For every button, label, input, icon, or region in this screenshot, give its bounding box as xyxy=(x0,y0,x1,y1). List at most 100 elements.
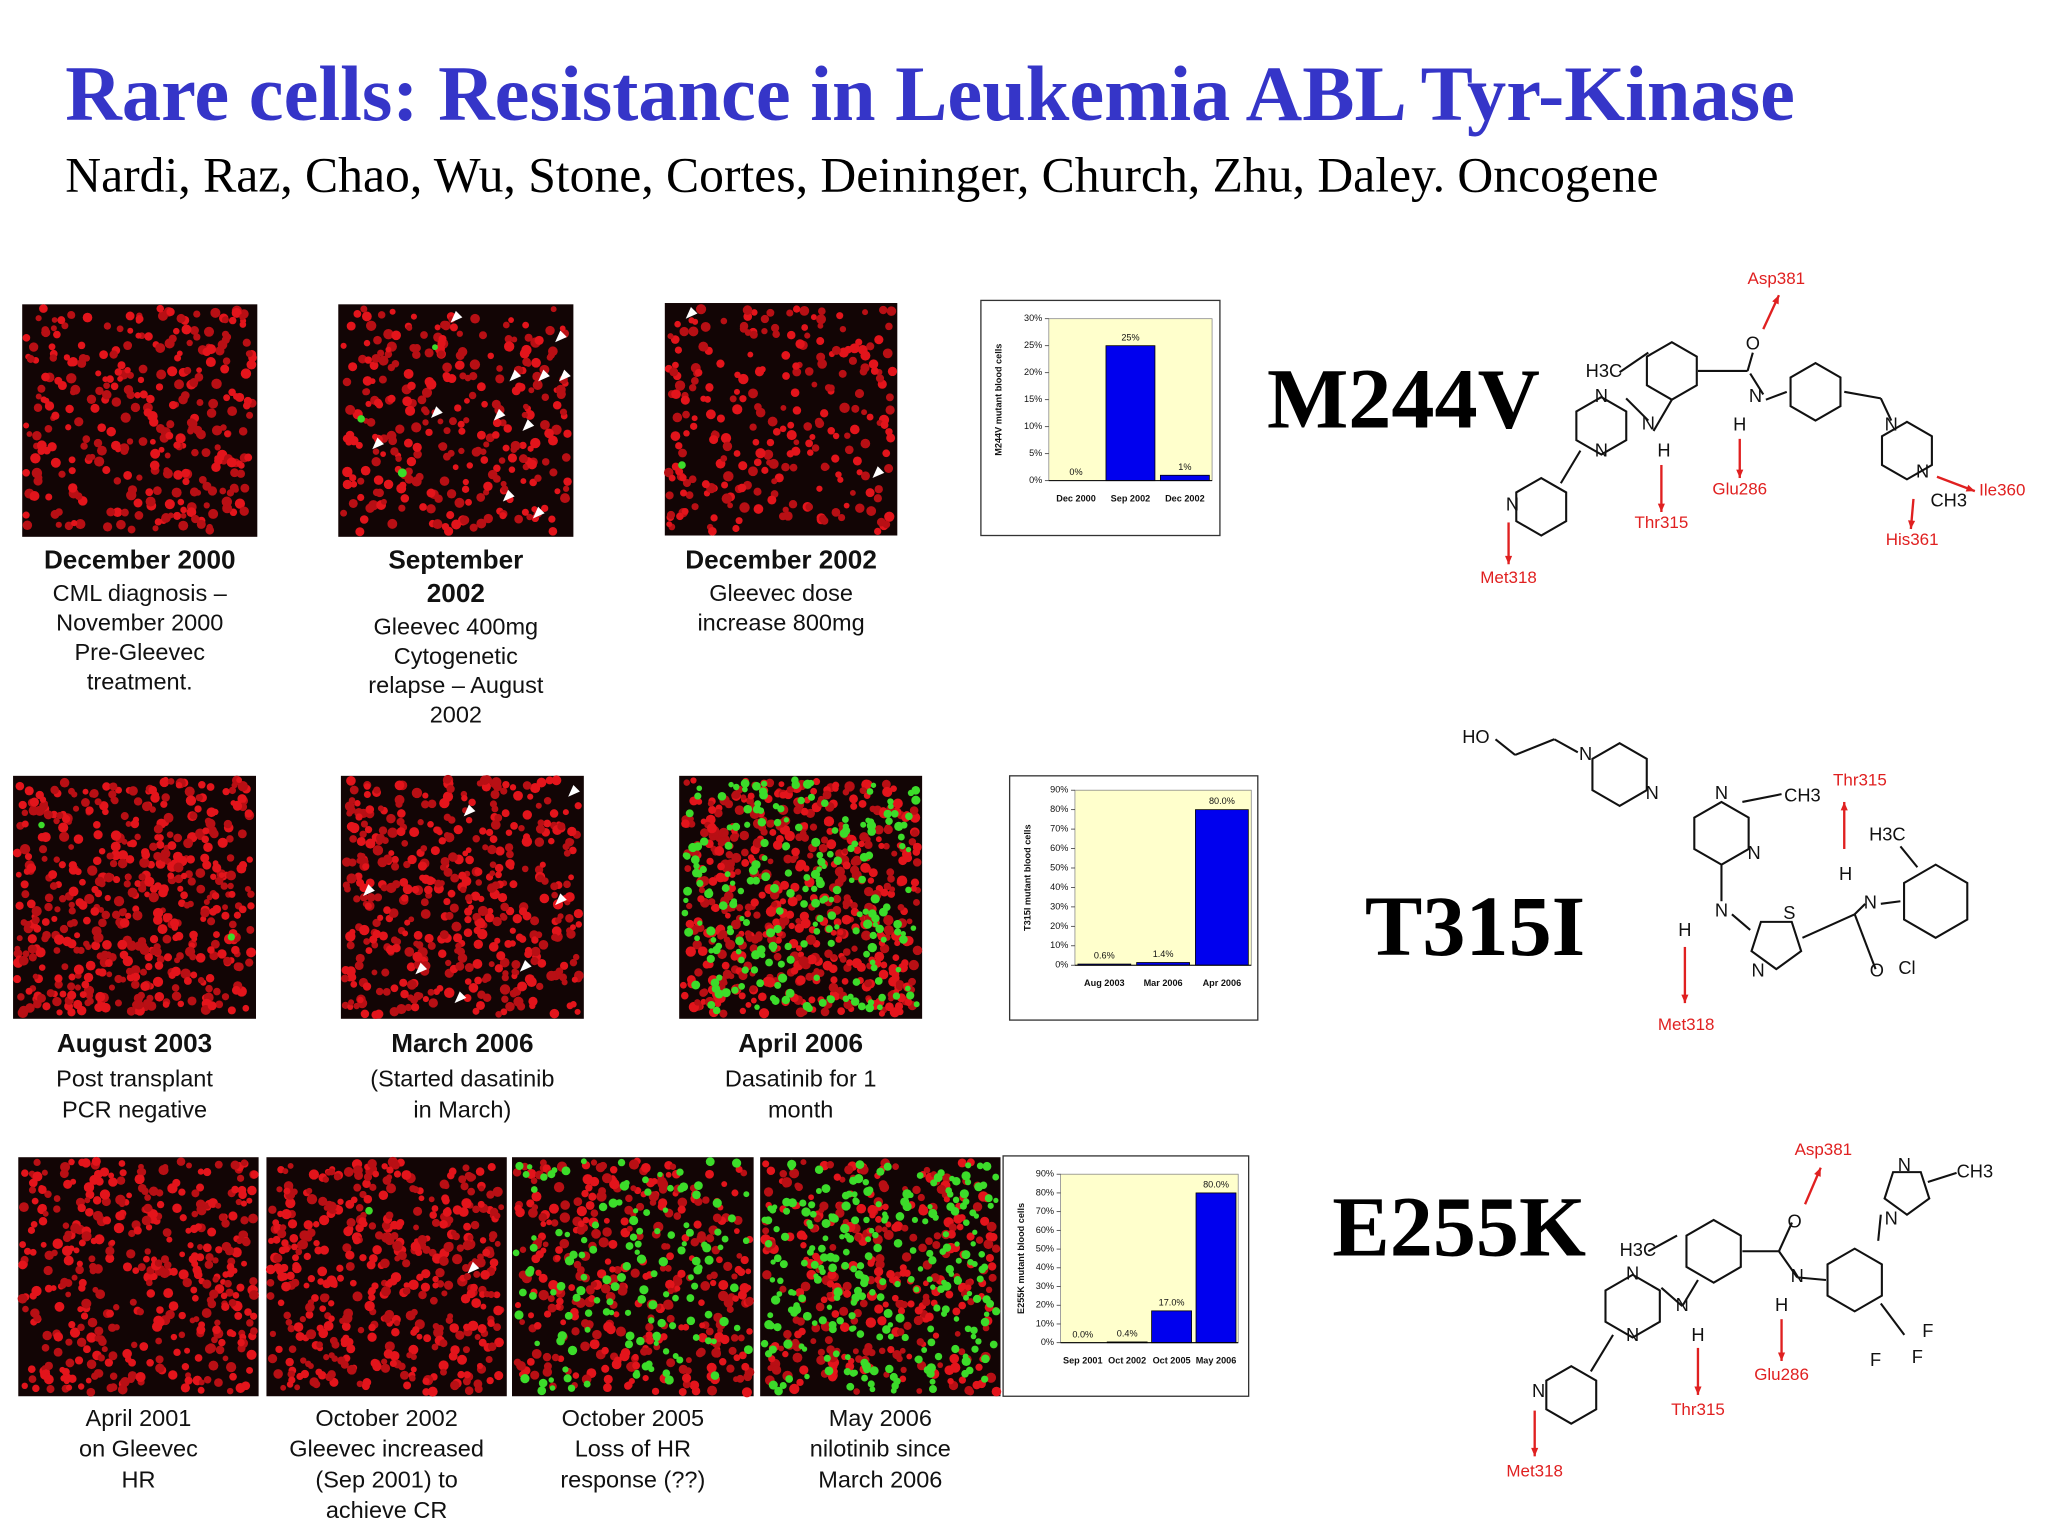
subtitle: Nardi, Raz, Chao, Wu, Stone, Cortes, Dei… xyxy=(65,148,1658,203)
cell xyxy=(77,1203,86,1213)
cell xyxy=(156,1200,165,1209)
cell-green xyxy=(793,1302,800,1309)
cell xyxy=(103,382,110,390)
cell xyxy=(792,305,801,313)
cell xyxy=(246,926,255,934)
cell xyxy=(143,999,151,1007)
cell xyxy=(106,507,116,517)
cell xyxy=(85,1190,95,1200)
cell xyxy=(41,1344,50,1352)
cell xyxy=(400,989,409,999)
cell xyxy=(750,898,759,907)
cell xyxy=(422,792,429,799)
cell xyxy=(249,1290,259,1300)
cell xyxy=(832,894,842,904)
bond xyxy=(1652,399,1673,432)
cell xyxy=(381,1286,392,1297)
cell xyxy=(129,1298,137,1306)
cell xyxy=(816,969,825,978)
cell xyxy=(103,322,112,330)
cell xyxy=(526,976,537,987)
cell xyxy=(812,778,821,786)
cell xyxy=(786,330,796,340)
cell xyxy=(102,1216,112,1225)
cell-green xyxy=(681,909,689,917)
cell xyxy=(837,873,847,883)
cell xyxy=(792,367,802,377)
cell xyxy=(207,1001,217,1011)
cell xyxy=(116,1176,126,1185)
cell xyxy=(381,498,387,505)
cell xyxy=(289,1233,299,1243)
cell xyxy=(359,924,370,936)
cell xyxy=(666,1314,675,1323)
cell-green xyxy=(971,1260,978,1268)
cell xyxy=(896,1355,903,1363)
cell xyxy=(846,959,854,967)
cell xyxy=(154,961,164,970)
cell xyxy=(37,384,46,393)
cell xyxy=(348,858,357,867)
cell xyxy=(937,1362,944,1369)
cell xyxy=(191,514,200,524)
cell xyxy=(943,1196,950,1203)
cell xyxy=(86,1359,97,1370)
cell xyxy=(730,952,739,961)
cell xyxy=(44,1190,52,1199)
cell xyxy=(406,962,416,972)
cell xyxy=(406,456,417,467)
cell xyxy=(83,1182,95,1193)
cell xyxy=(117,361,126,370)
cell xyxy=(672,412,683,423)
cell xyxy=(446,784,455,794)
cell xyxy=(63,1378,70,1385)
cell xyxy=(849,794,858,804)
cell xyxy=(348,999,355,1006)
cell xyxy=(83,1345,91,1354)
cell-green xyxy=(756,945,766,954)
cell xyxy=(162,1163,169,1171)
cell xyxy=(816,337,825,346)
ring xyxy=(1750,920,1803,971)
cell-green xyxy=(828,1213,834,1219)
cell xyxy=(748,466,758,477)
cell xyxy=(97,1354,105,1362)
caption-title: March 2006 xyxy=(391,1028,533,1058)
cell-green xyxy=(602,1308,611,1316)
cell xyxy=(721,481,729,489)
cell xyxy=(498,1204,505,1211)
cell xyxy=(364,1300,375,1312)
cell-green xyxy=(824,1366,834,1376)
cell xyxy=(180,872,188,880)
atom-label: N xyxy=(1676,1294,1689,1315)
y-tick-label: 70% xyxy=(1050,824,1068,834)
cell xyxy=(734,868,742,875)
cell xyxy=(601,1346,609,1355)
cell-green xyxy=(955,1257,962,1264)
cell-green xyxy=(887,1322,894,1328)
cell xyxy=(991,1386,1002,1397)
cell xyxy=(233,393,240,400)
cell xyxy=(186,1162,193,1169)
cell-green xyxy=(954,1241,960,1247)
atom-label: N xyxy=(1715,900,1728,921)
cell xyxy=(864,979,872,988)
cell xyxy=(844,432,851,439)
cell-green xyxy=(869,931,877,940)
cell xyxy=(33,924,42,933)
cell-green xyxy=(721,1235,729,1243)
cell xyxy=(240,368,252,379)
cell xyxy=(446,511,455,520)
cell-green xyxy=(970,1241,976,1247)
cell-green xyxy=(522,1171,530,1178)
cell-green xyxy=(622,1261,632,1271)
cell-green xyxy=(820,799,829,808)
cell xyxy=(275,1345,283,1354)
cell-green xyxy=(529,1292,537,1300)
cell xyxy=(519,1246,527,1254)
cell xyxy=(384,350,393,358)
cell-green xyxy=(895,1313,905,1323)
cell xyxy=(250,1327,258,1335)
cell xyxy=(193,1316,200,1323)
cell xyxy=(117,858,128,869)
